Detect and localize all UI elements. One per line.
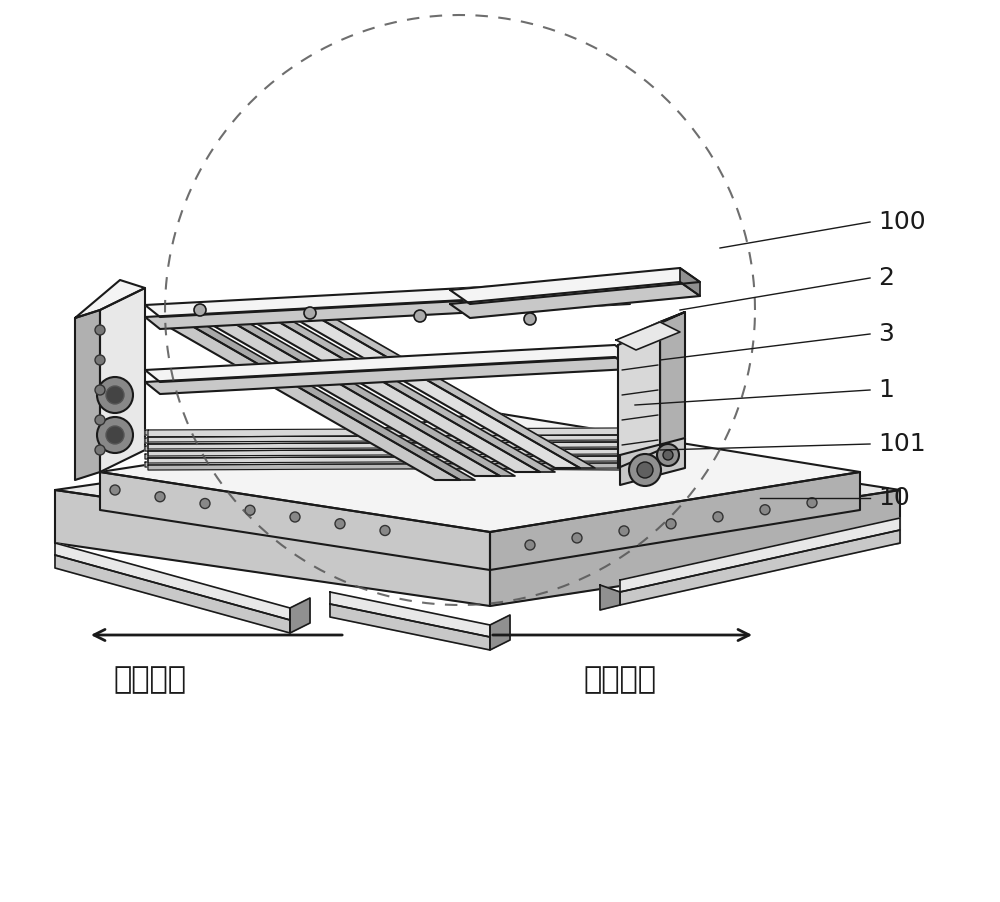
Polygon shape [148,442,618,449]
Polygon shape [490,615,510,650]
Text: 101: 101 [878,432,926,456]
Circle shape [200,499,210,509]
Polygon shape [330,592,490,637]
Polygon shape [265,314,555,472]
Polygon shape [55,555,290,633]
Circle shape [637,462,653,478]
Circle shape [807,498,817,508]
Polygon shape [145,446,620,454]
Polygon shape [620,530,900,605]
Circle shape [304,307,316,319]
Polygon shape [100,288,145,472]
Text: 第一方向: 第一方向 [584,666,656,695]
Polygon shape [620,518,900,592]
Circle shape [380,526,390,536]
Polygon shape [620,312,685,340]
Polygon shape [145,438,620,446]
Circle shape [657,444,679,466]
Polygon shape [620,322,660,468]
Circle shape [95,445,105,455]
Circle shape [572,533,582,543]
Polygon shape [145,462,620,470]
Polygon shape [185,322,475,480]
Polygon shape [148,428,618,437]
Polygon shape [100,412,860,532]
Polygon shape [145,454,620,462]
Text: 3: 3 [878,322,894,346]
Text: 10: 10 [878,486,910,510]
Circle shape [95,385,105,395]
Polygon shape [75,280,145,318]
Circle shape [95,325,105,335]
Circle shape [106,386,124,404]
Circle shape [335,519,345,529]
Polygon shape [100,472,490,570]
Circle shape [525,540,535,550]
Circle shape [110,485,120,495]
Polygon shape [225,318,515,476]
Polygon shape [148,456,618,465]
Circle shape [524,313,536,325]
Polygon shape [305,310,595,468]
Polygon shape [55,490,490,606]
Circle shape [666,519,676,529]
Polygon shape [450,268,700,304]
Circle shape [760,505,770,515]
Polygon shape [55,543,290,620]
Circle shape [663,450,673,460]
Polygon shape [618,327,660,468]
Circle shape [106,426,124,444]
Polygon shape [55,427,900,553]
Polygon shape [280,310,580,468]
Polygon shape [200,318,500,476]
Text: 100: 100 [878,210,926,234]
Polygon shape [160,322,460,480]
Circle shape [95,355,105,365]
Circle shape [194,304,206,316]
Circle shape [414,310,426,322]
Polygon shape [148,456,618,463]
Polygon shape [148,449,618,458]
Circle shape [95,415,105,425]
Circle shape [713,511,723,521]
Circle shape [97,377,133,413]
Polygon shape [680,268,700,296]
Text: 1: 1 [878,378,894,402]
Polygon shape [660,312,685,450]
Polygon shape [240,314,540,472]
Polygon shape [145,345,630,382]
Polygon shape [600,585,620,610]
Polygon shape [490,472,860,570]
Circle shape [97,417,133,453]
Circle shape [290,512,300,522]
Circle shape [629,454,661,486]
Circle shape [245,505,255,515]
Polygon shape [290,598,310,633]
Polygon shape [616,322,680,350]
Polygon shape [145,292,630,329]
Polygon shape [148,442,618,451]
Polygon shape [148,435,618,442]
Polygon shape [145,357,630,394]
Polygon shape [490,490,900,606]
Polygon shape [75,310,100,480]
Polygon shape [148,463,618,470]
Text: 2: 2 [878,266,894,290]
Polygon shape [148,449,618,456]
Circle shape [619,526,629,536]
Polygon shape [145,280,630,317]
Polygon shape [148,435,618,444]
Polygon shape [145,430,620,438]
Circle shape [155,492,165,502]
Polygon shape [450,282,700,318]
Polygon shape [620,438,685,485]
Polygon shape [330,604,490,650]
Text: 第二方向: 第二方向 [114,666,186,695]
